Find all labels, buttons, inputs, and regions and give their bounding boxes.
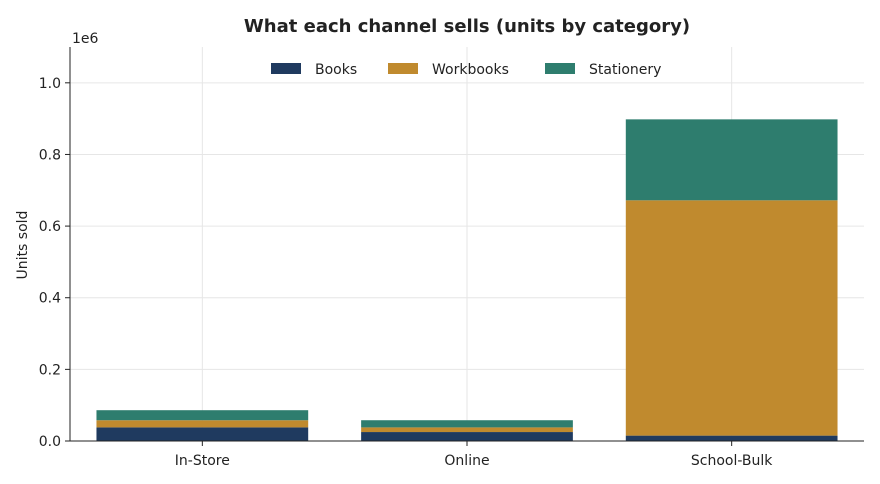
legend-swatch-stationery	[545, 63, 575, 74]
bar-workbooks	[361, 427, 573, 433]
x-tick-label: School-Bulk	[691, 453, 773, 469]
bar-books	[361, 432, 573, 441]
ticks: 0.0 0.2 0.4 0.6 0.8 1.0 In-Store Online School-B…	[39, 76, 774, 469]
bar-stationery	[625, 119, 838, 201]
x-tick-label: Online	[444, 453, 489, 469]
legend-label-stationery: Stationery	[589, 62, 661, 78]
bar-stationery	[361, 420, 573, 428]
y-tick-label: 0.6	[39, 219, 61, 235]
legend-label-workbooks: Workbooks	[432, 62, 509, 78]
bar-books	[96, 427, 309, 441]
y-tick-label: 0.4	[39, 291, 61, 307]
y-offset-label: 1e6	[72, 31, 99, 47]
y-tick-label: 1.0	[39, 76, 61, 92]
legend-label-books: Books	[315, 62, 357, 78]
legend-swatch-books	[271, 63, 301, 74]
x-tick-label: In-Store	[175, 453, 230, 469]
legend: Books Workbooks Stationery	[271, 62, 661, 78]
y-tick-label: 0.0	[39, 434, 61, 450]
bar-workbooks	[96, 420, 309, 428]
bar-stationery	[96, 410, 309, 421]
bars	[96, 119, 838, 441]
bar-books	[625, 435, 838, 441]
bar-workbooks	[625, 200, 838, 436]
y-tick-label: 0.8	[39, 147, 61, 163]
chart-title: What each channel sells (units by catego…	[244, 16, 690, 37]
y-axis-label: Units sold	[15, 211, 31, 280]
legend-swatch-workbooks	[388, 63, 418, 74]
y-tick-label: 0.2	[39, 362, 61, 378]
